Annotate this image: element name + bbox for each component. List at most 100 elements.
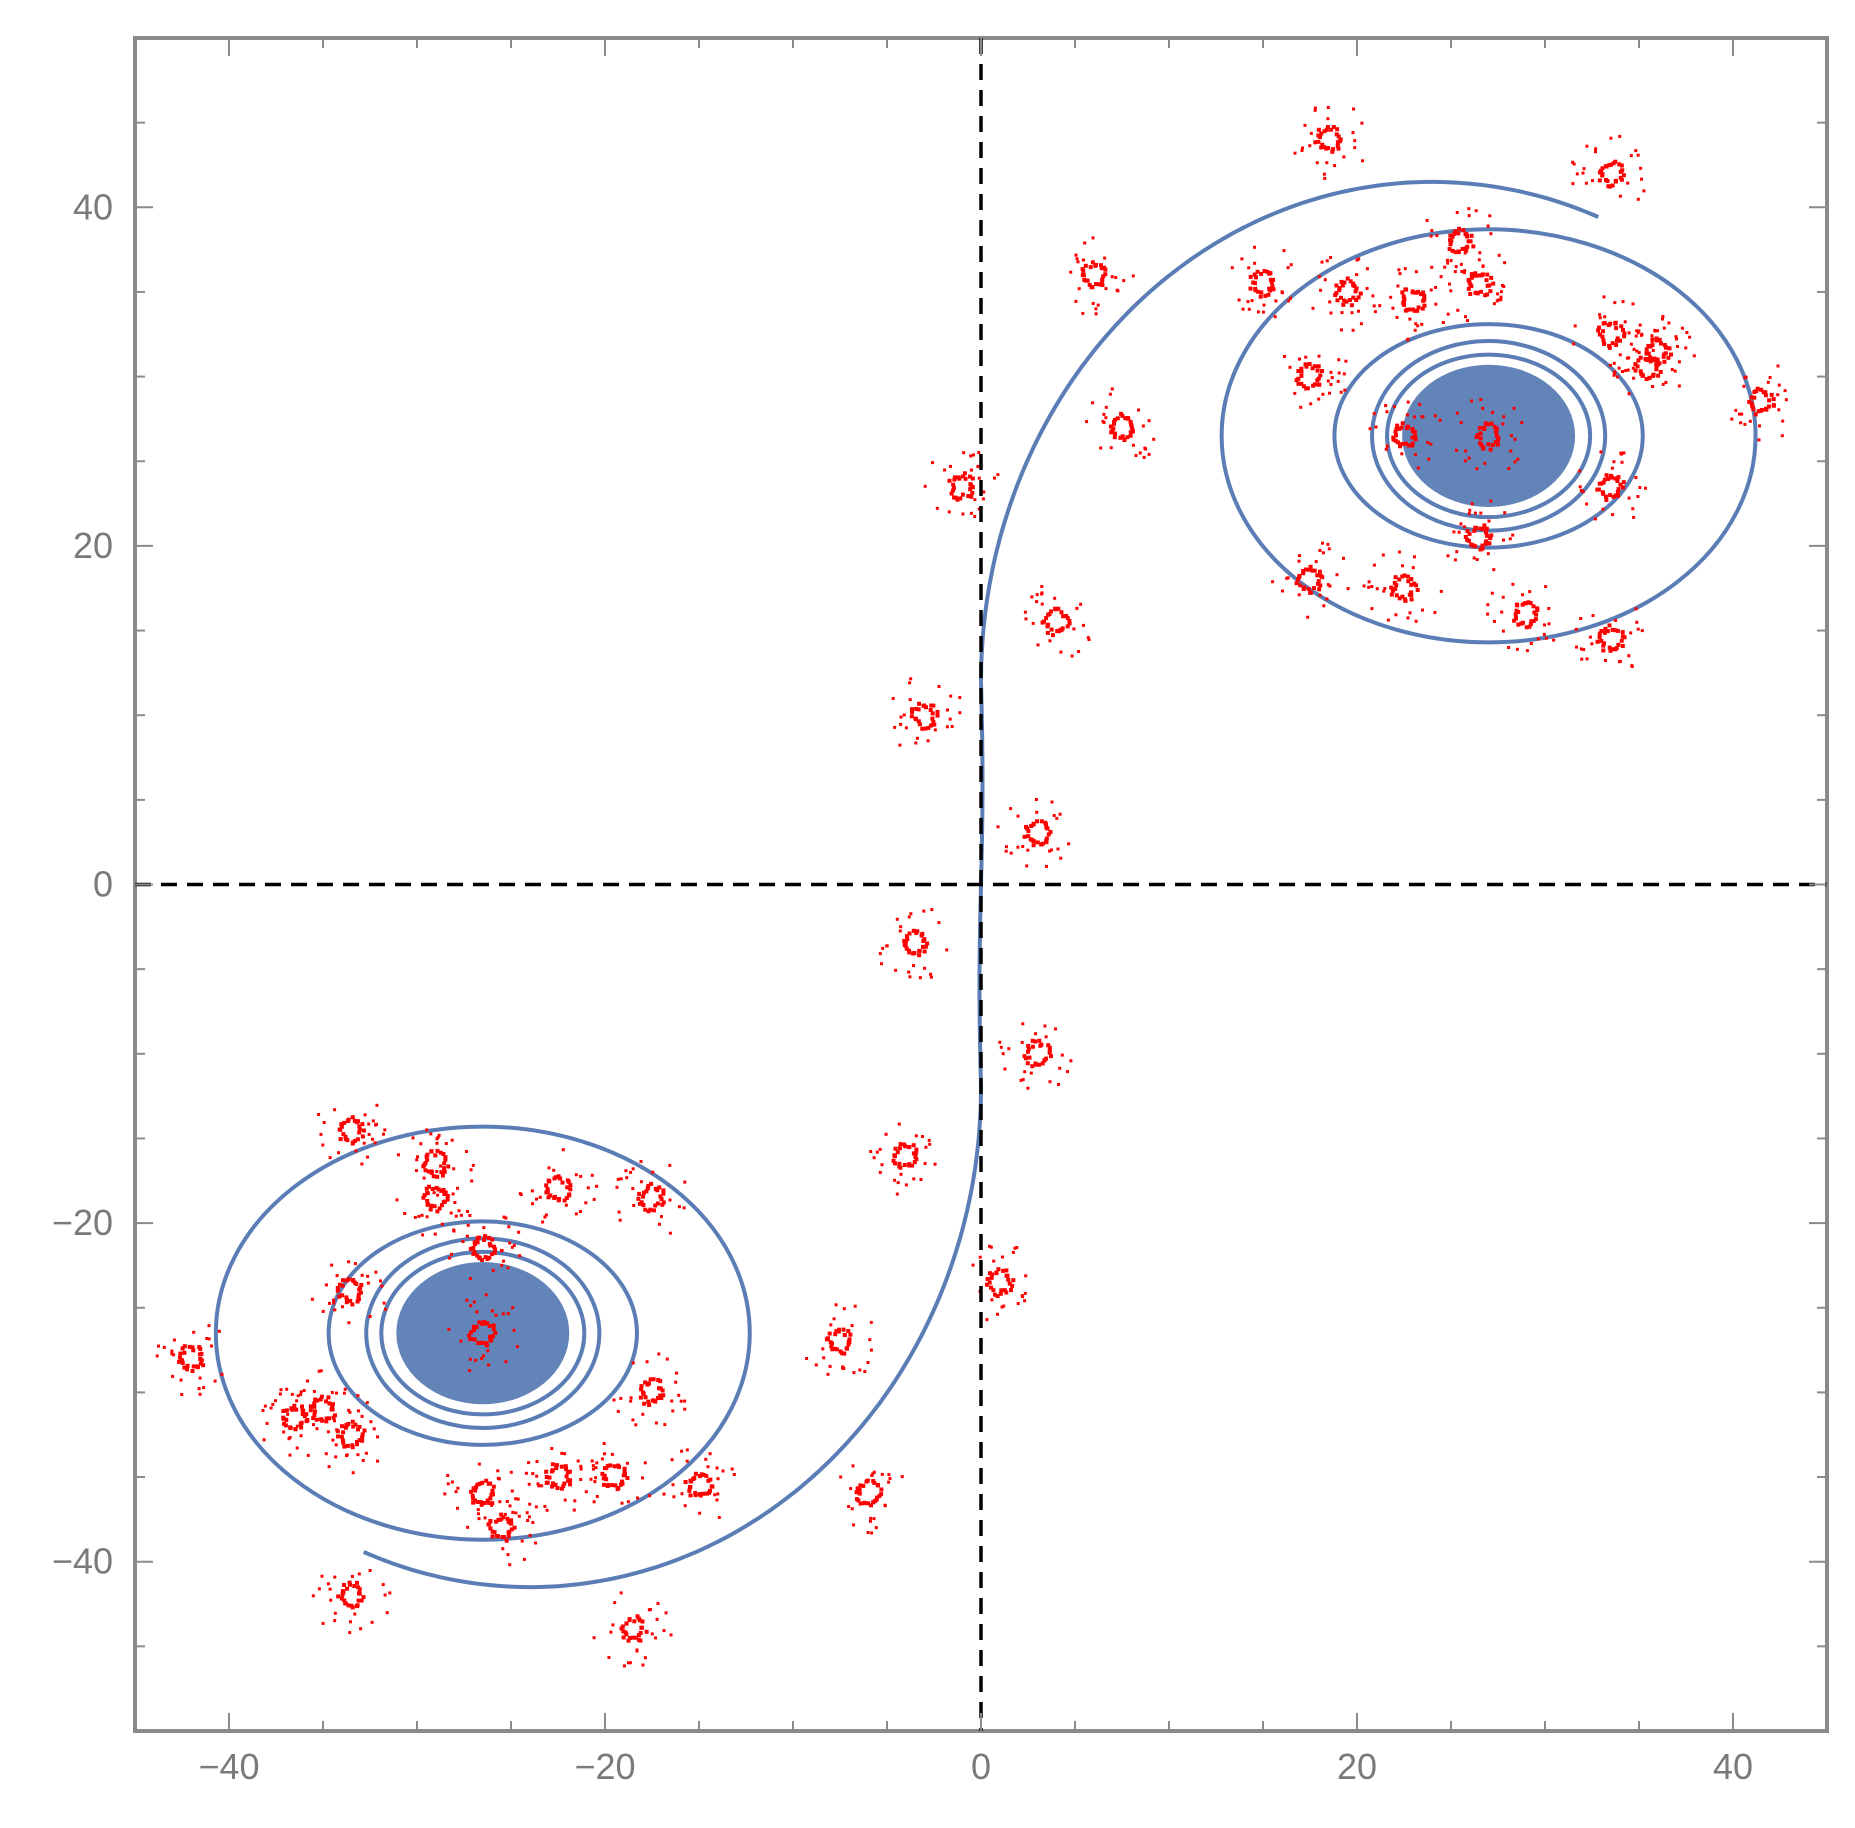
point-dot xyxy=(1487,519,1491,523)
point-dot xyxy=(1579,617,1583,620)
point-dot xyxy=(1579,489,1583,492)
point-dot xyxy=(1599,638,1604,643)
point-dot xyxy=(923,966,927,970)
point-dot xyxy=(1644,347,1649,352)
point-dot xyxy=(1072,627,1076,631)
point-dot xyxy=(693,1493,698,1498)
point-dot xyxy=(887,1480,891,1484)
point-dot xyxy=(880,962,883,966)
point-dot xyxy=(1255,269,1260,274)
point-dot xyxy=(1315,378,1320,383)
point-dot xyxy=(1475,467,1479,471)
point-dot xyxy=(502,1215,506,1219)
point-dot xyxy=(288,1453,292,1457)
point-dot xyxy=(1666,355,1671,360)
point-dot xyxy=(1591,614,1595,617)
point-dot xyxy=(893,1161,897,1166)
point-dot xyxy=(1594,150,1597,154)
point-dot xyxy=(654,1636,657,1640)
point-dot xyxy=(1273,315,1277,319)
point-dot xyxy=(651,1377,656,1382)
point-dot xyxy=(1397,268,1401,272)
point-dot xyxy=(1523,601,1528,606)
point-dot xyxy=(182,1350,187,1355)
point-dot xyxy=(1669,352,1673,357)
point-dot xyxy=(1486,603,1490,607)
point-dot xyxy=(1398,272,1402,276)
point-dot xyxy=(1048,639,1052,643)
point-dot xyxy=(290,1392,294,1396)
point-dot xyxy=(661,1200,666,1205)
point-dot xyxy=(1463,525,1467,529)
point-dot xyxy=(829,1344,834,1349)
point-dot xyxy=(504,1360,508,1364)
point-dot xyxy=(1474,209,1478,213)
point-dot xyxy=(1493,440,1498,445)
point-dot xyxy=(1480,272,1485,277)
point-dot xyxy=(1351,328,1355,332)
point-dot xyxy=(1128,433,1133,438)
point-dot xyxy=(579,1174,583,1178)
point-dot xyxy=(528,1533,532,1537)
point-dot xyxy=(1002,1304,1006,1308)
point-cluster xyxy=(310,1260,387,1325)
point-dot xyxy=(311,1594,315,1598)
point-dot xyxy=(672,1495,676,1499)
point-dot xyxy=(360,1438,365,1443)
point-dot xyxy=(319,1132,323,1136)
point-dot xyxy=(364,1451,368,1455)
point-dot xyxy=(477,1512,480,1516)
point-dot xyxy=(708,1452,712,1456)
point-dot xyxy=(565,1185,570,1190)
point-dot xyxy=(336,1434,340,1439)
point-dot xyxy=(670,1399,674,1403)
point-dot xyxy=(1329,370,1333,374)
point-dot xyxy=(1097,282,1102,287)
point-dot xyxy=(1398,550,1401,554)
point-dot xyxy=(721,1469,725,1473)
point-dot xyxy=(475,1482,480,1487)
point-dot xyxy=(905,937,910,942)
point-dot xyxy=(471,1163,475,1167)
point-dot xyxy=(353,1612,357,1616)
point-dot xyxy=(1529,619,1534,624)
point-dot xyxy=(981,497,985,501)
point-dot xyxy=(1612,361,1616,365)
point-dot xyxy=(432,1204,437,1209)
point-dot xyxy=(1614,343,1619,347)
point-dot xyxy=(1580,657,1584,661)
point-dot xyxy=(930,711,935,716)
point-dot xyxy=(602,1442,606,1445)
point-dot xyxy=(663,1423,667,1427)
point-dot xyxy=(472,1250,477,1255)
point-dot xyxy=(1326,379,1330,383)
point-dot xyxy=(1356,295,1361,300)
point-dot xyxy=(339,1122,344,1127)
point-dot xyxy=(1468,282,1473,287)
point-dot xyxy=(1319,288,1323,292)
point-dot xyxy=(930,716,935,721)
point-dot xyxy=(1316,127,1321,132)
point-dot xyxy=(1293,391,1297,395)
point-dot xyxy=(470,1179,474,1183)
point-dot xyxy=(1594,147,1598,151)
point-dot xyxy=(591,1464,595,1468)
point-dot xyxy=(1393,586,1398,591)
point-dot xyxy=(1616,493,1620,498)
point-dot xyxy=(1638,355,1643,360)
point-dot xyxy=(468,1369,472,1372)
point-dot xyxy=(1472,528,1477,533)
point-dot xyxy=(1494,433,1499,438)
point-dot xyxy=(1483,461,1487,465)
spiral-upper-branch xyxy=(979,179,1600,682)
point-dot xyxy=(660,1215,663,1219)
point-dot xyxy=(664,1611,668,1615)
point-dot xyxy=(1298,583,1303,588)
point-dot xyxy=(1650,334,1654,338)
point-dot xyxy=(1614,619,1618,622)
point-dot xyxy=(1044,1035,1048,1039)
point-dot xyxy=(952,495,957,500)
point-dot xyxy=(616,1409,620,1413)
point-dot xyxy=(295,1424,299,1428)
point-dot xyxy=(1340,283,1345,288)
